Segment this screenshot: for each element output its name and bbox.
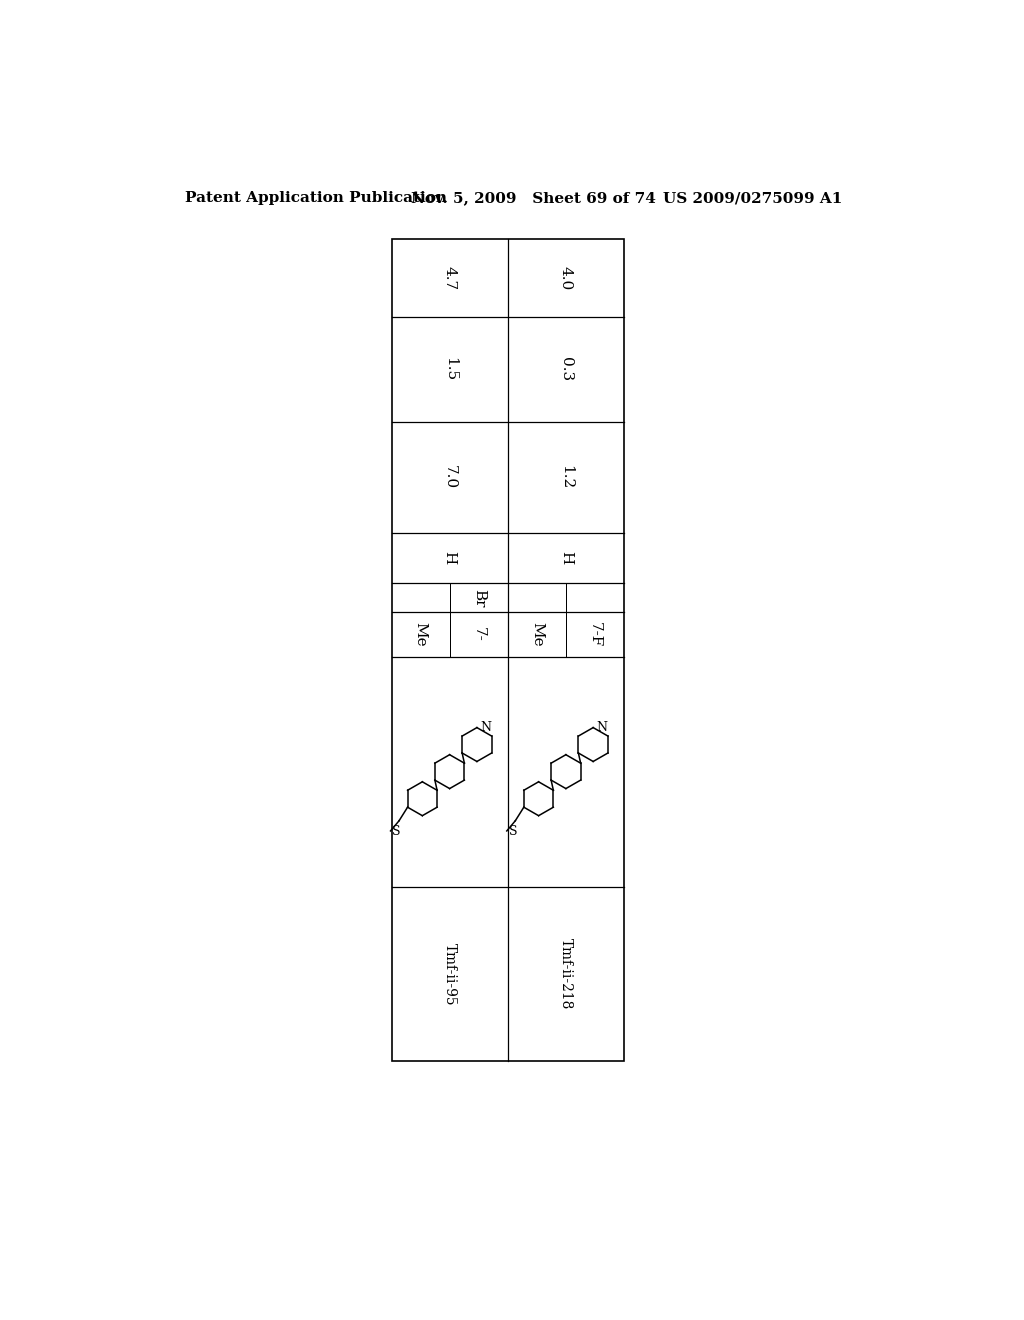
Text: 4.0: 4.0	[559, 267, 572, 290]
Text: Br: Br	[472, 589, 485, 607]
Text: 7-: 7-	[472, 627, 485, 642]
Text: N: N	[480, 721, 490, 734]
Text: Tmf-ii-95: Tmf-ii-95	[442, 942, 457, 1005]
Text: 4.7: 4.7	[442, 267, 457, 290]
Text: 0.3: 0.3	[559, 358, 572, 381]
Bar	[391, 239, 624, 1061]
Text: 1.5: 1.5	[442, 358, 457, 381]
Text: N: N	[596, 721, 607, 734]
Text: US 2009/0275099 A1: US 2009/0275099 A1	[663, 191, 842, 206]
Text: H: H	[442, 552, 457, 565]
Text: Tmf-ii-218: Tmf-ii-218	[559, 939, 572, 1010]
Text: S: S	[392, 825, 401, 838]
Text: Me: Me	[414, 622, 428, 647]
Text: H: H	[559, 552, 572, 565]
Text: Me: Me	[529, 622, 544, 647]
Text: 7-F: 7-F	[588, 622, 602, 647]
Text: S: S	[509, 825, 517, 838]
Text: 1.2: 1.2	[559, 465, 572, 490]
Text: Nov. 5, 2009   Sheet 69 of 74: Nov. 5, 2009 Sheet 69 of 74	[411, 191, 655, 206]
Text: Patent Application Publication: Patent Application Publication	[184, 191, 446, 206]
Text: 7.0: 7.0	[442, 465, 457, 490]
